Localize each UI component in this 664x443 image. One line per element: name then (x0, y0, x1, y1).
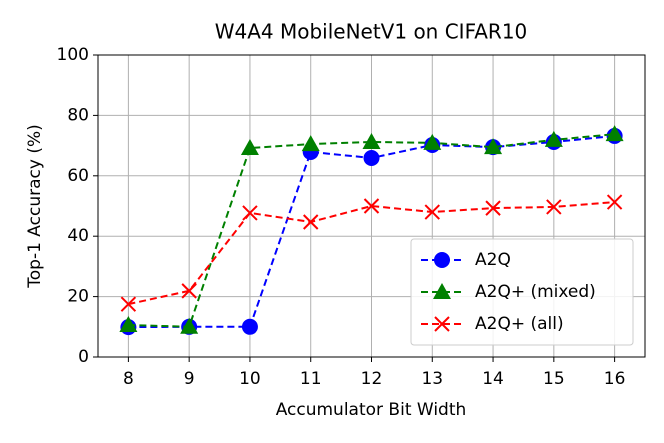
x-tick-label: 9 (184, 369, 195, 389)
plot-frame (97, 54, 646, 358)
marker (241, 318, 258, 335)
marker (606, 194, 623, 210)
x-tick-label: 16 (604, 369, 626, 389)
marker (423, 133, 442, 150)
marker (424, 204, 440, 220)
x-tick-label: 13 (421, 369, 443, 389)
x-tick-label: 11 (300, 369, 322, 389)
marker (362, 132, 381, 149)
marker (363, 149, 380, 166)
chart-title: W4A4 MobileNetV1 on CIFAR10 (215, 20, 528, 44)
legend-label: A2Q (475, 250, 511, 270)
x-axis-label: Accumulator Bit Width (276, 400, 467, 420)
legend-label: A2Q+ (all) (475, 314, 564, 334)
y-tick-label: 40 (67, 226, 89, 246)
marker (181, 283, 197, 299)
y-axis-label: Top-1 Accuracy (%) (25, 124, 45, 288)
legend-marker (433, 283, 451, 299)
x-tick-label: 15 (543, 369, 565, 389)
marker (363, 198, 380, 214)
marker (546, 199, 562, 215)
y-tick-label: 20 (67, 287, 89, 307)
marker (240, 139, 259, 156)
marker (605, 125, 624, 142)
x-tick-label: 8 (123, 369, 134, 389)
marker (485, 200, 501, 216)
x-tick-label: 10 (239, 369, 261, 389)
marker (544, 130, 563, 147)
legend-label: A2Q+ (mixed) (475, 282, 596, 302)
y-tick-label: 60 (67, 166, 89, 186)
marker (180, 317, 199, 334)
marker (301, 135, 320, 152)
y-tick-label: 0 (78, 347, 89, 367)
legend-marker (434, 252, 450, 268)
marker (119, 315, 138, 332)
marker (242, 205, 258, 221)
legend-marker (434, 316, 450, 332)
x-tick-label: 14 (482, 369, 504, 389)
marker (484, 138, 503, 155)
series-line (128, 133, 615, 328)
x-tick-label: 12 (361, 369, 383, 389)
y-tick-label: 100 (57, 45, 89, 65)
marker (120, 296, 137, 312)
y-tick-label: 80 (67, 105, 89, 125)
marker (303, 214, 319, 230)
legend-box (410, 238, 634, 346)
